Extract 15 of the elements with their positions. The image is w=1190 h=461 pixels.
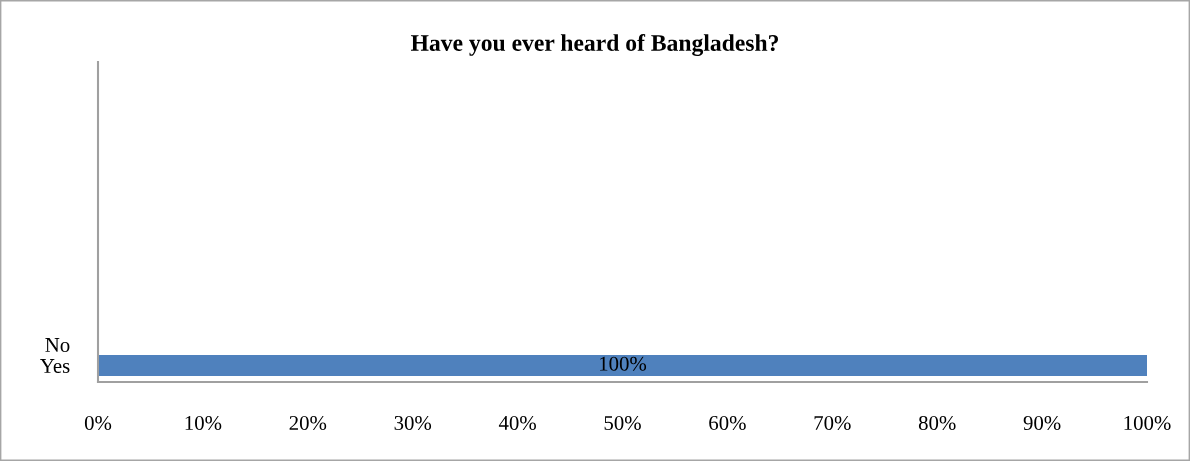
x-tick-label: 20% (289, 415, 327, 431)
y-tick-label: Yes (40, 359, 70, 373)
x-tick-label: 90% (1023, 415, 1061, 431)
y-tick-label: No (45, 338, 70, 352)
data-label: 100% (600, 356, 647, 371)
x-tick-label: 0% (84, 415, 112, 431)
x-tick-label: 60% (709, 415, 746, 431)
chart-title: Have you ever heard of Bangladesh? (410, 34, 779, 56)
x-tick-label: 80% (918, 415, 956, 431)
x-tick-label: 10% (185, 415, 222, 431)
x-tick-label: 100% (1124, 415, 1171, 431)
x-tick-label: 30% (394, 415, 432, 431)
x-tick-label: 40% (498, 415, 536, 431)
x-tick-label: 50% (604, 415, 641, 431)
x-tick-label: 70% (814, 415, 851, 431)
